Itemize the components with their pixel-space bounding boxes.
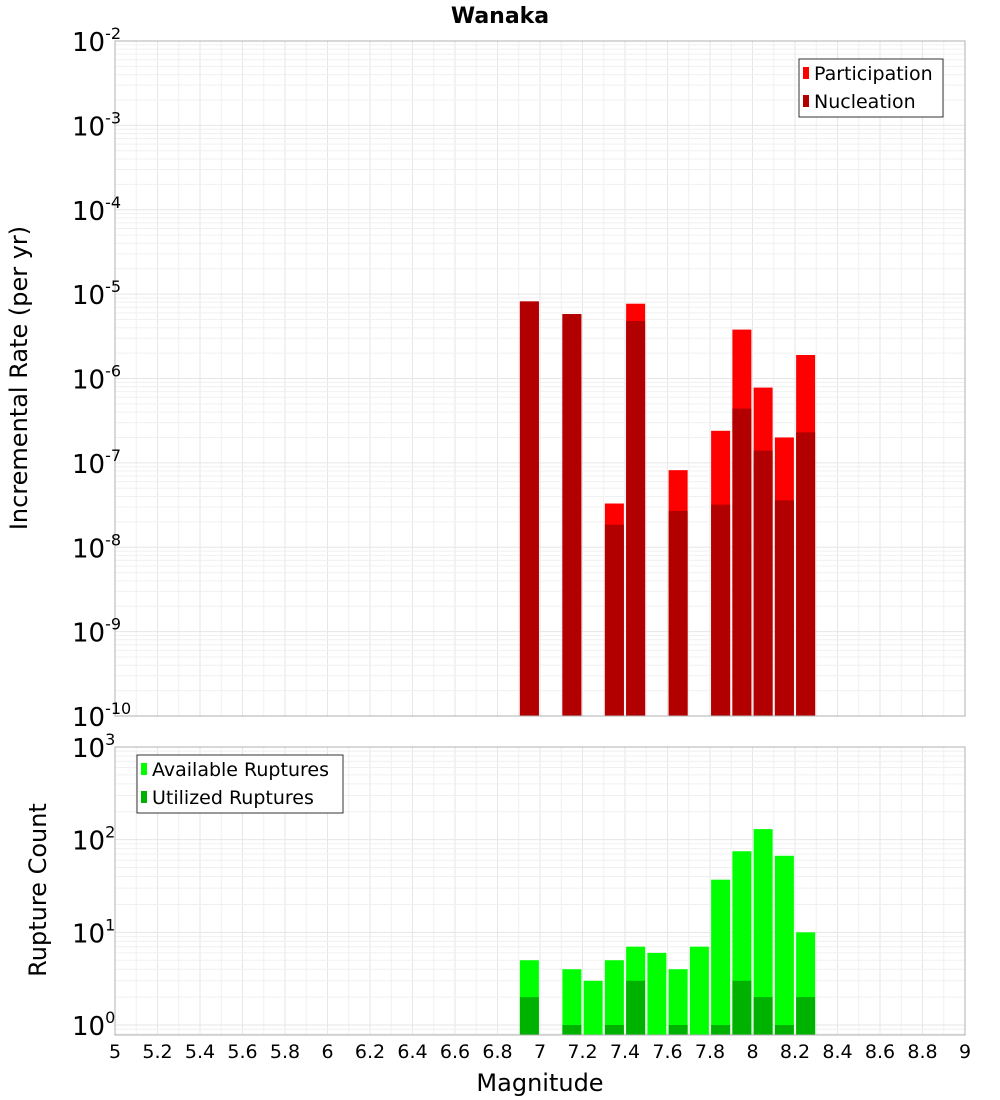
rate-bar-nucleation (711, 504, 731, 716)
bottom-y-axis-label: Rupture Count (24, 803, 52, 977)
x-tick-label: 8.2 (780, 1041, 810, 1063)
top-y-axis-label: Incremental Rate (per yr) (5, 226, 33, 530)
rate-y-tick-label: 10-2 (72, 24, 121, 58)
rate-legend: Participation Nucleation (798, 58, 944, 118)
count-bar-utilized-ruptures (711, 1025, 731, 1035)
rate-y-tick-label: 10-10 (72, 699, 131, 733)
rate-bar-nucleation (732, 408, 752, 716)
x-tick-label: 5.4 (185, 1041, 215, 1063)
x-tick-label: 6.6 (440, 1041, 470, 1063)
count-plot-frame (114, 746, 966, 1036)
rate-y-tick-label: 10-9 (72, 615, 121, 649)
legend-label-participation: Participation (814, 63, 933, 85)
x-tick-label: 8.8 (907, 1041, 937, 1063)
x-axis-label: Magnitude (476, 1069, 603, 1097)
x-tick-label: 7 (534, 1041, 546, 1063)
count-legend-swatch-utilized-ruptures (141, 791, 147, 803)
rate-bar-nucleation (668, 510, 688, 716)
x-tick-label: 7.2 (567, 1041, 597, 1063)
count-bar-available-ruptures (753, 829, 773, 1035)
count-y-tick-label: 102 (72, 823, 115, 857)
rate-y-tick-label: 10-7 (72, 446, 121, 480)
count-bar-available-ruptures (711, 879, 731, 1035)
rate-y-tick-label: 10-5 (72, 277, 121, 311)
x-tick-label: 6 (321, 1041, 333, 1063)
count-bar-utilized-ruptures (796, 997, 816, 1035)
x-tick-label: 5.2 (142, 1041, 172, 1063)
count-bars (519, 829, 816, 1035)
rate-bars (519, 301, 816, 716)
rate-bar-nucleation (519, 301, 539, 716)
rate-legend-swatch-participation (803, 67, 809, 79)
x-tick-label: 5.6 (227, 1041, 257, 1063)
count-legend-swatch-available-ruptures (141, 763, 147, 775)
legend-label-available-ruptures: Available Ruptures (152, 759, 329, 781)
count-bar-utilized-ruptures (626, 980, 646, 1035)
count-bar-utilized-ruptures (604, 1025, 624, 1035)
top-panel-plot: 10-10 10-9 10-8 10-7 10-6 10-5 10-4 10-3 10-2 Par… (72, 24, 966, 733)
rate-bar-nucleation (796, 432, 816, 716)
rate-legend-swatch-nucleation (803, 95, 809, 107)
count-bar-utilized-ruptures (753, 997, 773, 1035)
x-tick-label: 9 (959, 1041, 971, 1063)
legend-label-nucleation: Nucleation (814, 91, 916, 113)
rate-bar-nucleation (562, 314, 582, 716)
rate-bar-nucleation (604, 524, 624, 716)
count-bar-available-ruptures (583, 980, 603, 1035)
rate-y-tick-label: 10-4 (72, 193, 121, 227)
count-bar-available-ruptures (774, 855, 794, 1035)
x-tick-label: 5 (109, 1041, 121, 1063)
chart-title: Wanaka (451, 4, 549, 29)
count-bar-utilized-ruptures (668, 1025, 688, 1035)
rate-bar-nucleation (626, 321, 646, 716)
count-bar-available-ruptures (647, 952, 667, 1035)
count-legend-box (136, 754, 344, 814)
count-bar-utilized-ruptures (519, 997, 539, 1035)
legend-label-utilized-ruptures: Utilized Ruptures (152, 787, 314, 809)
x-tick-label: 6.8 (482, 1041, 512, 1063)
rate-y-tick-label: 10-3 (72, 108, 121, 142)
count-bar-available-ruptures (604, 960, 624, 1035)
x-tick-label: 5.8 (270, 1041, 300, 1063)
count-bar-available-ruptures (689, 946, 709, 1035)
rate-bar-nucleation (774, 500, 794, 716)
count-legend: Available Ruptures Utilized Ruptures (136, 754, 344, 814)
rate-bar-nucleation (753, 450, 773, 716)
x-tick-label: 6.2 (355, 1041, 385, 1063)
x-tick-label: 7.6 (652, 1041, 682, 1063)
rate-plot-frame (114, 40, 966, 717)
x-tick-label: 8 (746, 1041, 758, 1063)
count-y-tick-label: 100 (72, 1008, 115, 1042)
x-tick-label: 8.6 (865, 1041, 895, 1063)
rate-y-tick-label: 10-8 (72, 530, 121, 564)
x-tick-label: 7.8 (695, 1041, 725, 1063)
count-bar-utilized-ruptures (774, 1025, 794, 1035)
count-y-tick-label: 103 (72, 730, 115, 764)
rate-y-tick-label: 10-6 (72, 362, 121, 396)
count-bar-utilized-ruptures (732, 980, 752, 1035)
x-tick-label: 7.4 (610, 1041, 640, 1063)
count-y-tick-label: 101 (72, 915, 115, 949)
x-tick-label: 6.4 (397, 1041, 427, 1063)
count-bar-available-ruptures (668, 969, 688, 1035)
rate-legend-box (798, 58, 944, 118)
x-tick-label: 8.4 (822, 1041, 852, 1063)
count-bar-available-ruptures (562, 969, 582, 1035)
count-bar-utilized-ruptures (562, 1025, 582, 1035)
count-grid (114, 746, 966, 1035)
rate-grid (114, 40, 966, 717)
